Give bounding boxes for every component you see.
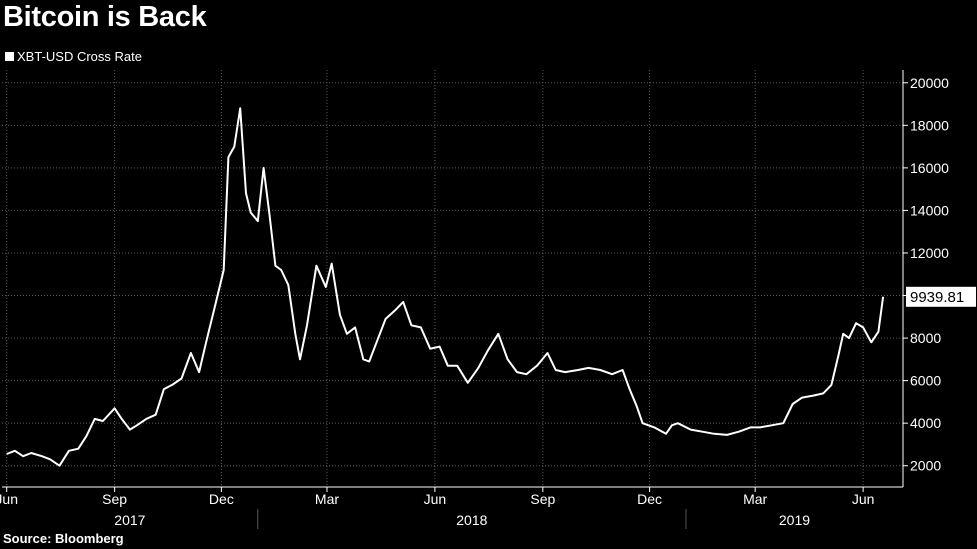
y-tick-label: 8000	[910, 330, 941, 346]
y-tick-label: 4000	[910, 415, 941, 431]
legend: XBT-USD Cross Rate	[5, 49, 142, 64]
x-year-label: 2018	[456, 512, 487, 528]
y-tick-label: 16000	[910, 160, 949, 176]
x-tick-label: Jun	[0, 491, 18, 507]
x-tick-label: Sep	[102, 491, 127, 507]
x-year-label: 2017	[114, 512, 145, 528]
y-tick-label: 2000	[910, 458, 941, 474]
x-tick-label: Mar	[315, 491, 339, 507]
x-tick-label: Dec	[209, 491, 234, 507]
last-value-label: 9939.81	[910, 289, 964, 306]
x-tick-label: Dec	[637, 491, 662, 507]
x-year-label: 2019	[779, 512, 810, 528]
y-tick-label: 12000	[910, 245, 949, 261]
y-tick-label: 6000	[910, 373, 941, 389]
series-line-xbt-usd	[6, 107, 885, 467]
x-tick-label: Sep	[530, 491, 555, 507]
y-tick-label: 14000	[910, 202, 949, 218]
y-tick-label: 20000	[910, 75, 949, 91]
legend-label: XBT-USD Cross Rate	[17, 49, 142, 64]
x-tick-label: Mar	[743, 491, 767, 507]
last-value-box	[906, 286, 976, 307]
legend-swatch-icon	[5, 52, 14, 61]
chart-title: Bitcoin is Back	[3, 1, 207, 33]
y-tick-label: 18000	[910, 117, 949, 133]
x-tick-label: Jun	[424, 491, 447, 507]
x-tick-label: Jun	[852, 491, 875, 507]
source-note: Source: Bloomberg	[3, 531, 124, 546]
